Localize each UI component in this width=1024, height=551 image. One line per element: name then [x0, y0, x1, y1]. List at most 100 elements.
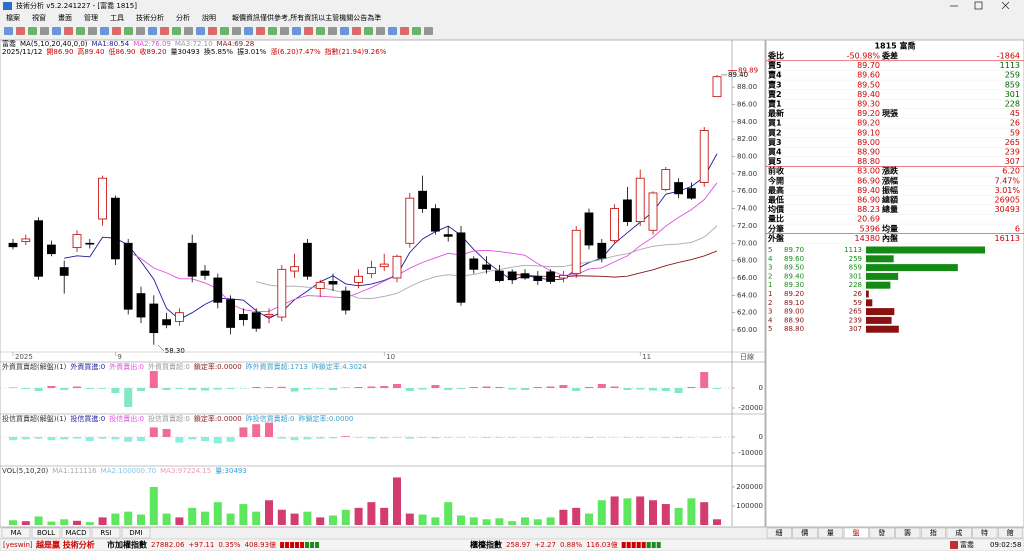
toolbar-button[interactable] [64, 27, 73, 35]
legend-item: 投信買賣超(解盤)(1) [2, 414, 67, 423]
legend-item: 外資買賣超(解盤)(1) [2, 362, 67, 371]
menu-item[interactable]: 檔案 [6, 13, 20, 22]
menu-item[interactable]: 分析 [176, 13, 190, 22]
toolbar-button[interactable] [16, 27, 25, 35]
menu-item[interactable]: 畫面 [58, 13, 72, 22]
indicator-tab[interactable] [1, 527, 31, 539]
toolbar-button[interactable] [52, 27, 61, 35]
app-icon [3, 2, 12, 10]
legend-item: 外資買賣超:0 [148, 362, 190, 371]
toolbar-button[interactable] [424, 27, 433, 35]
side-tab[interactable] [818, 527, 844, 539]
toolbar-button[interactable] [364, 27, 373, 35]
toolbar-button[interactable] [112, 27, 121, 35]
toolbar-button[interactable] [280, 27, 289, 35]
side-tab-label: 籌 [904, 528, 911, 537]
legend-item: MA3:72.10 [175, 40, 213, 48]
toolbar-button[interactable] [256, 27, 265, 35]
menu-item[interactable]: 工具 [110, 14, 124, 22]
index-pct: 0.35% [218, 541, 241, 549]
flow-bar [188, 388, 197, 390]
side-tab[interactable] [766, 527, 792, 539]
indicator-tab[interactable] [31, 527, 61, 539]
side-tab[interactable] [792, 527, 818, 539]
side-tab-label: 量 [827, 529, 834, 537]
volume-bar [175, 517, 184, 525]
toolbar-button[interactable] [160, 27, 169, 35]
quote-value: 16113 [995, 234, 1020, 243]
side-tab-label: 發 [878, 528, 885, 537]
volume-bar [674, 507, 683, 525]
toolbar-button[interactable] [28, 27, 37, 35]
toolbar-button[interactable] [244, 27, 253, 35]
depth-level: 1 [768, 281, 772, 289]
flow-bar [674, 437, 683, 438]
toolbar-button[interactable] [184, 27, 193, 35]
toolbar-button[interactable] [376, 27, 385, 35]
toolbar-button[interactable] [208, 27, 217, 35]
toolbar-button[interactable] [328, 27, 337, 35]
menu-item[interactable]: 技術分析 [136, 13, 164, 22]
menu-item[interactable]: 管理 [84, 13, 98, 22]
volume-bar [610, 496, 619, 525]
side-tab[interactable] [946, 527, 972, 539]
side-tab[interactable] [972, 527, 998, 539]
flow-bar [585, 437, 593, 438]
y-tick-label: 62.00 [737, 309, 757, 317]
toolbar-button[interactable] [400, 27, 409, 35]
toolbar-button[interactable] [136, 27, 145, 35]
toolbar-button[interactable] [172, 27, 181, 35]
toolbar-button[interactable] [232, 27, 241, 35]
toolbar-button[interactable] [220, 27, 229, 35]
candle-body [174, 312, 184, 322]
side-tab[interactable] [895, 527, 921, 539]
side-tab-label: 盤 [853, 528, 860, 537]
toolbar-button[interactable] [148, 27, 157, 35]
indicator-tab[interactable] [121, 527, 151, 539]
toolbar-button[interactable] [412, 27, 421, 35]
maximize[interactable] [974, 1, 983, 10]
indicator-tab-label: BOLL [37, 529, 55, 537]
menu-item[interactable]: 視窗 [32, 13, 46, 22]
depth-level: 5 [768, 246, 772, 254]
close[interactable] [1001, 1, 1010, 10]
toolbar-button[interactable] [388, 27, 397, 35]
toolbar-button[interactable] [352, 27, 361, 35]
toolbar-button[interactable] [124, 27, 133, 35]
quote-label: 買4 [768, 148, 782, 157]
side-tab[interactable] [998, 527, 1024, 539]
quote-value: 30493 [995, 205, 1020, 214]
side-tab[interactable] [843, 527, 869, 539]
flow-bar [533, 437, 542, 438]
candle-body [315, 281, 325, 289]
legend-item: 富喬 [2, 39, 16, 48]
mini-bar [295, 542, 300, 548]
flow-bar [597, 384, 606, 388]
toolbar-button[interactable] [4, 27, 13, 35]
depth-qty: 265 [849, 308, 862, 316]
toolbar-button[interactable] [292, 27, 301, 35]
toolbar-button[interactable] [316, 27, 325, 35]
flow-bar [226, 388, 235, 389]
toolbar-button[interactable] [100, 27, 109, 35]
flow-bar [623, 388, 632, 390]
menu-item[interactable]: 說明 [202, 13, 216, 22]
toolbar-button[interactable] [268, 27, 277, 35]
toolbar-button[interactable] [196, 27, 205, 35]
indicator-tab[interactable] [91, 527, 121, 539]
quote-label: 分筆 [768, 223, 784, 233]
quote-value: 89.00 [857, 138, 880, 147]
y-tick-label: -20000 [738, 404, 763, 412]
side-tab[interactable] [920, 527, 946, 539]
y-tick-label: 68.00 [737, 257, 757, 265]
toolbar-button[interactable] [340, 27, 349, 35]
toolbar-button[interactable] [304, 27, 313, 35]
side-tab[interactable] [869, 527, 895, 539]
volume-bar [444, 502, 453, 525]
toolbar-button[interactable] [88, 27, 97, 35]
toolbar-button[interactable] [40, 27, 49, 35]
toolbar-button[interactable] [76, 27, 85, 35]
indicator-tab[interactable] [61, 527, 91, 539]
volume-bar [597, 500, 606, 525]
